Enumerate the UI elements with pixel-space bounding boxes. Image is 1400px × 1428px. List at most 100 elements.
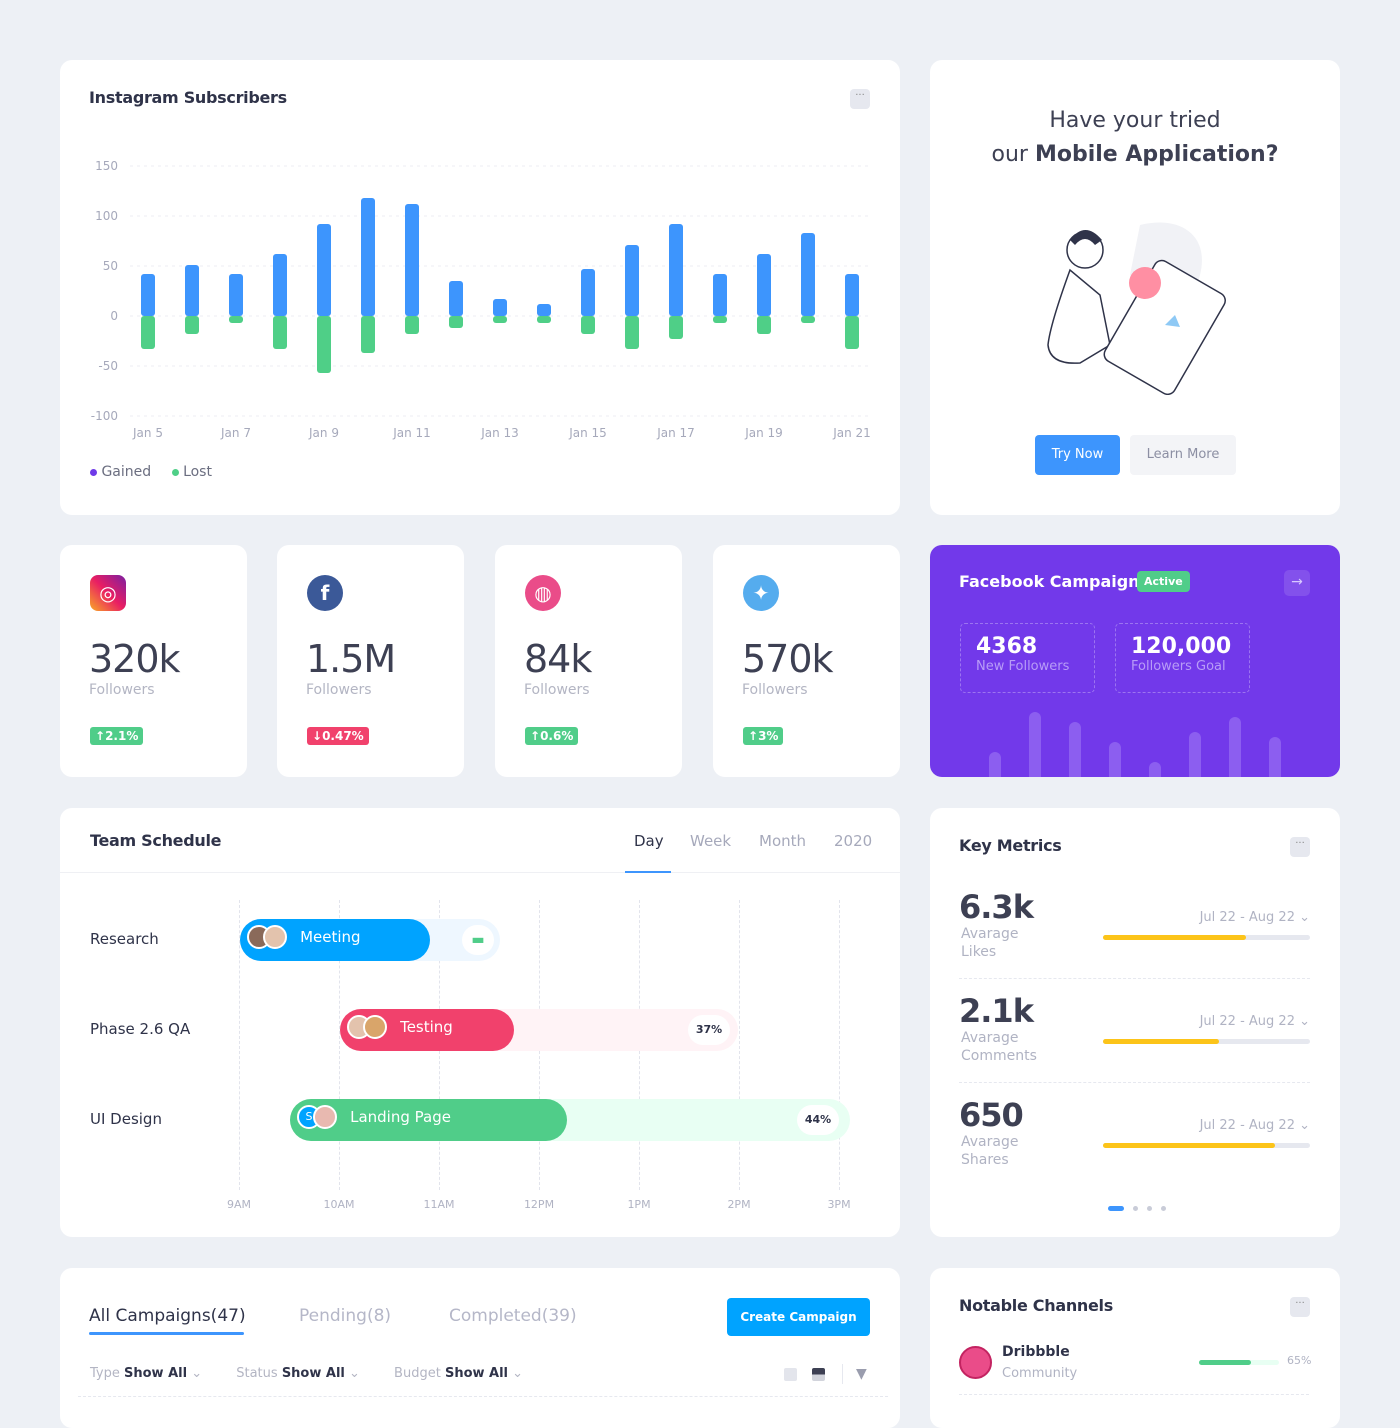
row-label: UI Design (90, 1110, 162, 1128)
date-range-dropdown[interactable]: Jul 22 - Aug 22 ⌄ (1199, 910, 1310, 925)
channel-name: Dribbble (1002, 1344, 1070, 1360)
stat-change-badge: ↑0.6% (525, 727, 579, 745)
chat-icon[interactable]: ▬ (462, 925, 494, 955)
promo-line2-bold: Mobile Application? (1034, 142, 1279, 167)
metric-label: Shares (961, 1152, 1009, 1168)
bar-gained (801, 233, 815, 316)
task-progress: 44% (797, 1105, 839, 1135)
bar-gained (185, 265, 199, 316)
spark-bar (1189, 732, 1201, 777)
twitter-icon: ✦ (743, 575, 779, 611)
budget-filter[interactable]: Show All (444, 1366, 509, 1381)
y-tick-label: 0 (110, 309, 118, 323)
x-tick-label: Jan 17 (656, 426, 695, 440)
tab-year[interactable]: 2020 (834, 832, 873, 850)
metric-label: Avarage (961, 1134, 1019, 1150)
stat-label: Followers (306, 682, 372, 698)
stat-change: 0.47% (322, 729, 364, 743)
tab-all-campaigns[interactable]: All Campaigns(47) (89, 1306, 246, 1326)
tab-completed[interactable]: Completed(39) (449, 1306, 577, 1326)
spark-bar (1229, 717, 1241, 777)
bar-lost (801, 316, 815, 323)
stat-label: Followers (524, 682, 590, 698)
hour-label: 1PM (627, 1198, 651, 1211)
more-menu-button[interactable]: ··· (850, 89, 870, 109)
metrics-title: Key Metrics (959, 836, 1062, 855)
avatar (263, 925, 287, 949)
stat-value: 1.5M (306, 637, 396, 681)
create-campaign-button[interactable]: Create Campaign (727, 1298, 870, 1336)
x-tick-label: Jan 21 (832, 426, 871, 440)
bar-lost (317, 316, 331, 373)
hour-gridline (739, 900, 740, 1190)
tab-day[interactable]: Day (634, 832, 664, 850)
task-label: Landing Page (350, 1108, 451, 1126)
bar-lost (625, 316, 639, 349)
hour-gridline (339, 900, 340, 1190)
channel-pct: 65% (1287, 1354, 1312, 1367)
hour-label: 12PM (523, 1198, 555, 1211)
x-tick-label: Jan 13 (480, 426, 519, 440)
legend-gained-dot (90, 469, 97, 476)
followers-goal-box: 120,000 Followers Goal (1115, 623, 1250, 693)
type-filter[interactable]: Show All (124, 1366, 188, 1381)
bar-lost (449, 316, 463, 328)
metric-progress (1103, 1143, 1310, 1148)
campaigns-card: All Campaigns(47) Pending(8) Completed(3… (60, 1268, 900, 1428)
task-meeting[interactable]: Meeting ▬ (240, 919, 500, 961)
row-label: Phase 2.6 QA (90, 1020, 191, 1038)
bar-lost (537, 316, 551, 323)
legend-gained: Gained (101, 464, 152, 480)
stat-card: f 1.5M Followers ↓0.47% (277, 545, 464, 777)
more-menu-button[interactable]: ··· (1290, 1297, 1310, 1317)
arrow-right-button[interactable]: → (1284, 570, 1310, 596)
date-range-dropdown[interactable]: Jul 22 - Aug 22 ⌄ (1199, 1118, 1310, 1133)
hour-label: 3PM (827, 1198, 851, 1211)
tab-pending[interactable]: Pending(8) (299, 1306, 392, 1326)
tab-week[interactable]: Week (690, 832, 732, 850)
channel-sub: Community (1002, 1366, 1078, 1381)
stat-card: ◎ 320k Followers ↑2.1% (60, 545, 247, 777)
tab-month[interactable]: Month (759, 832, 807, 850)
more-menu-button[interactable]: ··· (1290, 837, 1310, 857)
task-progress: 37% (688, 1015, 730, 1045)
learn-more-button[interactable]: Learn More (1130, 435, 1236, 475)
dribbble-icon (959, 1346, 992, 1379)
metric-label: Likes (961, 944, 997, 960)
task-landing-page[interactable]: S Landing Page 44% (290, 1099, 850, 1141)
metric-label: Comments (961, 1048, 1037, 1064)
bar-gained (625, 245, 639, 316)
stat-label: Followers (89, 682, 155, 698)
hour-gridline (839, 900, 840, 1190)
stat-value: 320k (89, 637, 181, 681)
person-with-tablet-illustration (1047, 222, 1226, 395)
carousel-dots[interactable] (1108, 1196, 1167, 1215)
stat-label: Followers (742, 682, 808, 698)
spark-bar (1149, 762, 1161, 777)
x-tick-label: Jan 15 (568, 426, 607, 440)
x-tick-label: Jan 7 (220, 426, 251, 440)
card-title: Instagram Subscribers (89, 88, 287, 107)
try-now-button[interactable]: Try Now (1035, 435, 1120, 475)
bar-gained (229, 274, 243, 316)
bar-lost (581, 316, 595, 334)
stat-change: 2.1% (105, 729, 139, 743)
status-filter[interactable]: Show All (281, 1366, 345, 1381)
filter-icon[interactable]: ▼ (856, 1366, 867, 1382)
date-range-dropdown[interactable]: Jul 22 - Aug 22 ⌄ (1199, 1014, 1310, 1029)
avatar (363, 1015, 387, 1039)
stat-card: ✦ 570k Followers ↑3% (713, 545, 900, 777)
hour-label: 2PM (727, 1198, 751, 1211)
bar-gained (757, 254, 771, 316)
channels-title: Notable Channels (959, 1296, 1113, 1315)
hour-gridline (239, 900, 240, 1190)
arrow-up-icon: ↑ (748, 729, 759, 743)
list-view-icon[interactable] (812, 1368, 825, 1381)
metric-progress (1103, 935, 1310, 940)
task-testing[interactable]: Testing 37% (340, 1009, 738, 1051)
active-badge: Active (1137, 571, 1190, 592)
stat-change: 3% (758, 729, 779, 743)
arrow-down-icon: ↓ (312, 729, 323, 743)
grid-view-icon[interactable] (784, 1368, 797, 1381)
bar-gained (273, 254, 287, 316)
